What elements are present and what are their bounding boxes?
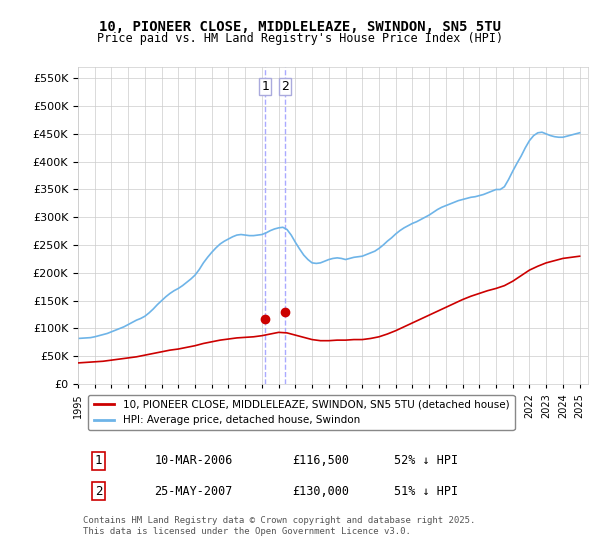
Text: Contains HM Land Registry data © Crown copyright and database right 2025.
This d: Contains HM Land Registry data © Crown c… (83, 516, 475, 536)
Legend: 10, PIONEER CLOSE, MIDDLELEAZE, SWINDON, SN5 5TU (detached house), HPI: Average : 10, PIONEER CLOSE, MIDDLELEAZE, SWINDON,… (88, 395, 515, 431)
Text: 10, PIONEER CLOSE, MIDDLELEAZE, SWINDON, SN5 5TU: 10, PIONEER CLOSE, MIDDLELEAZE, SWINDON,… (99, 20, 501, 34)
Text: 51% ↓ HPI: 51% ↓ HPI (394, 485, 458, 498)
Text: 2: 2 (95, 485, 102, 498)
Text: Price paid vs. HM Land Registry's House Price Index (HPI): Price paid vs. HM Land Registry's House … (97, 32, 503, 45)
Text: 1: 1 (95, 454, 102, 467)
Text: £116,500: £116,500 (292, 454, 349, 467)
Text: 52% ↓ HPI: 52% ↓ HPI (394, 454, 458, 467)
Text: 2: 2 (281, 80, 289, 93)
Text: 25-MAY-2007: 25-MAY-2007 (155, 485, 233, 498)
Text: 1: 1 (261, 80, 269, 93)
Text: 10-MAR-2006: 10-MAR-2006 (155, 454, 233, 467)
Text: £130,000: £130,000 (292, 485, 349, 498)
